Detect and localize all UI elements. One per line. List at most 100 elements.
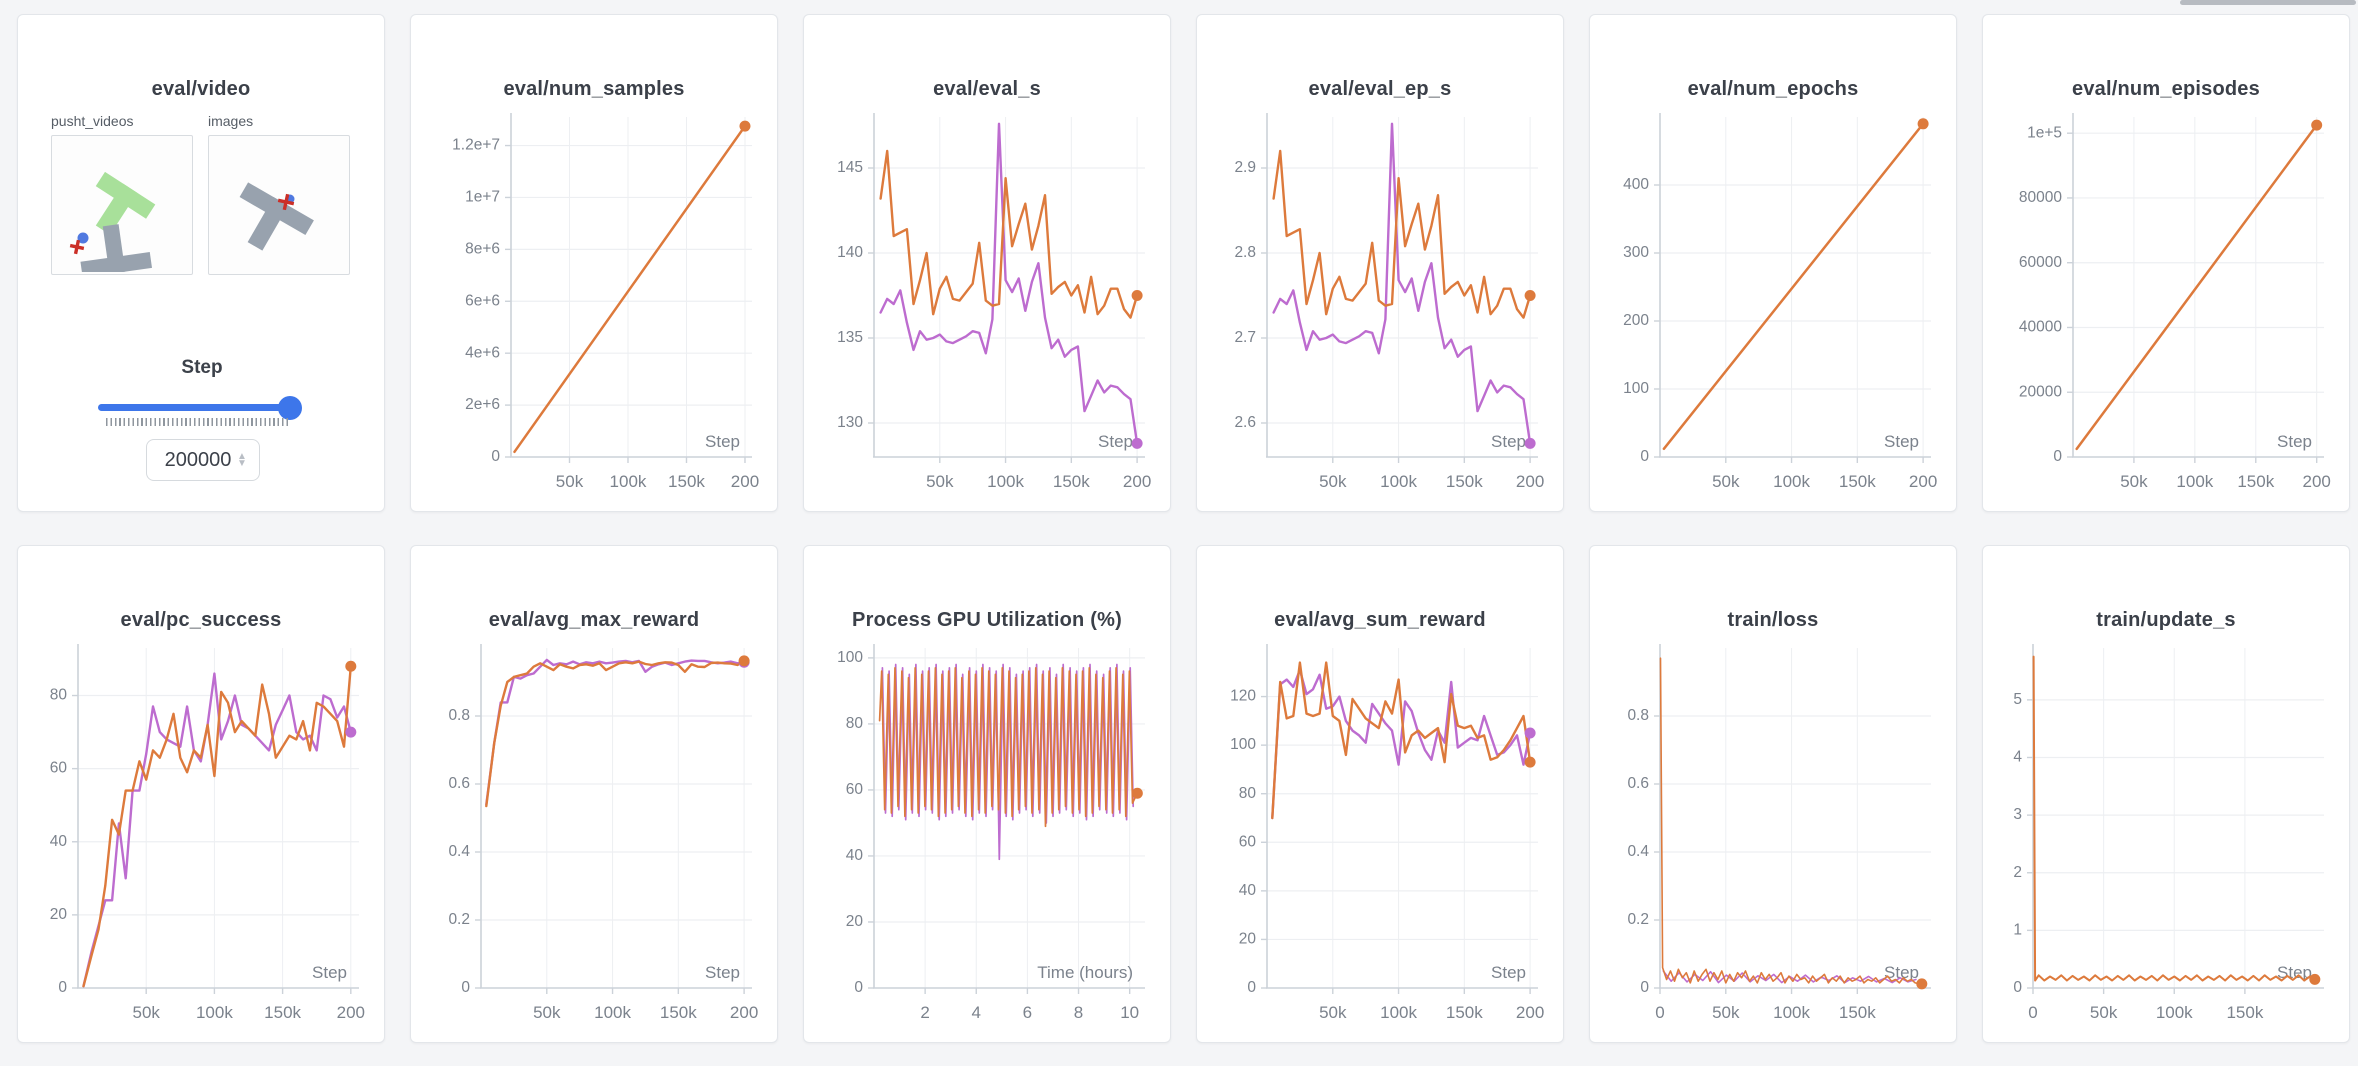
y-tick-label: 4e+6	[465, 344, 500, 361]
series-orange-line	[513, 124, 747, 454]
x-axis-caption: Time (hours)	[1037, 963, 1133, 982]
y-tick-label: 135	[837, 329, 863, 346]
step-value-input-box[interactable]: ▲▼	[146, 439, 260, 481]
image-frame	[239, 182, 314, 251]
y-tick-label: 130	[837, 414, 863, 431]
chart-title: eval/pc_success	[120, 609, 282, 631]
y-tick-label: 0	[1640, 448, 1649, 465]
series-orange-line	[485, 659, 746, 808]
media-thumbnail-pusht-videos[interactable]	[51, 135, 193, 275]
x-tick-label: 50k	[1319, 472, 1347, 491]
y-tick-label: 60000	[2019, 254, 2062, 271]
series-orange-end-dot	[738, 655, 750, 667]
y-tick-label: 1	[2013, 921, 2022, 938]
panel-train-loss: train/loss 0 0.2 0.4 0.6 0.8 0 50k 100k 150k Step	[1589, 545, 1957, 1043]
y-tick-label: 2.7	[1234, 329, 1256, 346]
chart-canvas[interactable]: 0 100 200 300 400 50k 100k 150k 200 Step	[1590, 105, 1956, 509]
series-purple-end-dot	[1524, 727, 1536, 739]
x-tick-label: 50k	[926, 472, 954, 491]
x-tick-label: 0	[1655, 1003, 1664, 1022]
y-tick-label: 4	[2013, 749, 2022, 766]
series-orange-end-dot	[2309, 973, 2321, 985]
x-tick-label: 150k	[1446, 472, 1483, 491]
x-tick-label: 200	[1516, 472, 1544, 491]
y-tick-label: 0.6	[448, 775, 470, 792]
chart-canvas[interactable]: 130 135 140 145 50k 100k 150k 200 Step	[804, 105, 1170, 509]
y-tick-label: 2.9	[1234, 159, 1256, 176]
x-axis-caption: Step	[312, 963, 347, 982]
y-tick-label: 200	[1623, 312, 1649, 329]
target-cross	[277, 193, 295, 211]
target-cross	[69, 239, 85, 255]
panel-eval-avg-sum-reward: eval/avg_sum_reward 0 20 40 60 80 100 120 50k 100…	[1196, 545, 1564, 1043]
chart-canvas[interactable]: 0 20 40 60 80 100 120 50k 100k 150k 200 Step	[1197, 636, 1563, 1040]
y-tick-label: 2e+6	[465, 396, 500, 413]
series-purple-line	[485, 658, 746, 806]
y-tick-label: 20	[1239, 931, 1257, 948]
x-tick-label: 100k	[1773, 472, 1810, 491]
y-tick-label: 1e+7	[465, 189, 500, 206]
step-value-input[interactable]	[159, 448, 238, 472]
series-orange-line	[1272, 149, 1532, 319]
chart-canvas[interactable]: 0 20 40 60 80 100 2 4 6 8 10 Time (hours)	[804, 636, 1170, 1040]
media-label-images: images	[208, 113, 254, 129]
x-tick-label: 150k	[1053, 472, 1090, 491]
chart-title: eval/num_episodes	[2072, 78, 2260, 100]
x-axis-caption: Step	[1098, 432, 1133, 451]
series-orange-line	[878, 666, 1139, 828]
y-tick-label: 0.4	[1627, 843, 1649, 860]
y-tick-label: 0.8	[448, 707, 470, 724]
y-tick-label: 80	[846, 715, 864, 732]
x-axis-caption: Step	[2277, 432, 2312, 451]
chart-canvas[interactable]: 0 20000 40000 60000 80000 1e+5 50k 100k 150k 200 S…	[1983, 105, 2349, 509]
y-tick-label: 0.2	[448, 911, 470, 928]
y-tick-label: 145	[837, 159, 863, 176]
y-tick-label: 2	[2013, 864, 2022, 881]
chart-title: train/loss	[1727, 609, 1819, 631]
chart-title: eval/num_samples	[503, 78, 685, 100]
chart-canvas[interactable]: 0 0.2 0.4 0.6 0.8 50k 100k 150k 200 Step	[411, 636, 777, 1040]
x-tick-label: 200	[730, 1003, 758, 1022]
x-tick-label: 100k	[1773, 1003, 1810, 1022]
series-orange-end-dot	[1131, 787, 1143, 799]
y-tick-label: 400	[1623, 176, 1649, 193]
step-slider-track[interactable]	[98, 404, 298, 411]
x-tick-label: 150k	[2226, 1003, 2263, 1022]
chart-canvas[interactable]: 0 2e+6 4e+6 6e+6 8e+6 1e+7 1.2e+7 50k 100k 150k 20…	[411, 105, 777, 509]
chart-canvas[interactable]: 2.6 2.7 2.8 2.9 50k 100k 150k 200 Step	[1197, 105, 1563, 509]
x-tick-label: 150k	[668, 472, 705, 491]
y-tick-label: 40000	[2019, 319, 2062, 336]
y-tick-label: 0	[1640, 979, 1649, 996]
x-tick-label: 0	[2028, 1003, 2037, 1022]
y-tick-label: 40	[50, 833, 68, 850]
y-tick-label: 0.4	[448, 843, 470, 860]
x-tick-label: 50k	[1319, 1003, 1347, 1022]
y-tick-label: 60	[846, 781, 864, 798]
y-tick-label: 80	[1239, 785, 1257, 802]
chart-title: train/update_s	[2096, 609, 2236, 631]
x-tick-label: 200	[1909, 472, 1937, 491]
series-purple-line	[1271, 668, 1532, 820]
x-tick-label: 50k	[1712, 472, 1740, 491]
stepper-arrows[interactable]: ▲ ▼	[237, 452, 247, 469]
chart-canvas[interactable]: 0 0.2 0.4 0.6 0.8 0 50k 100k 150k Step	[1590, 636, 1956, 1040]
step-slider-handle[interactable]	[278, 396, 302, 420]
x-tick-label: 100k	[594, 1003, 631, 1022]
x-tick-label: 150k	[1839, 1003, 1876, 1022]
y-tick-label: 0	[58, 979, 67, 996]
media-thumbnail-images[interactable]	[208, 135, 350, 275]
x-tick-label: 6	[1023, 1003, 1032, 1022]
chart-title: Process GPU Utilization (%)	[852, 609, 1122, 631]
chart-canvas[interactable]: 0 20 40 60 80 50k 100k 150k 200 Step	[18, 636, 384, 1040]
step-slider-tickmarks	[106, 418, 290, 426]
chart-title: eval/num_epochs	[1687, 78, 1859, 100]
x-axis-caption: Step	[705, 963, 740, 982]
chart-title: eval/video	[151, 78, 251, 100]
x-tick-label: 150k	[2237, 472, 2274, 491]
y-tick-label: 80	[50, 687, 68, 704]
y-tick-label: 60	[50, 760, 68, 777]
horizontal-scrollbar[interactable]	[2180, 0, 2356, 5]
x-axis-caption: Step	[1491, 432, 1526, 451]
series-orange-line	[1659, 657, 1923, 985]
